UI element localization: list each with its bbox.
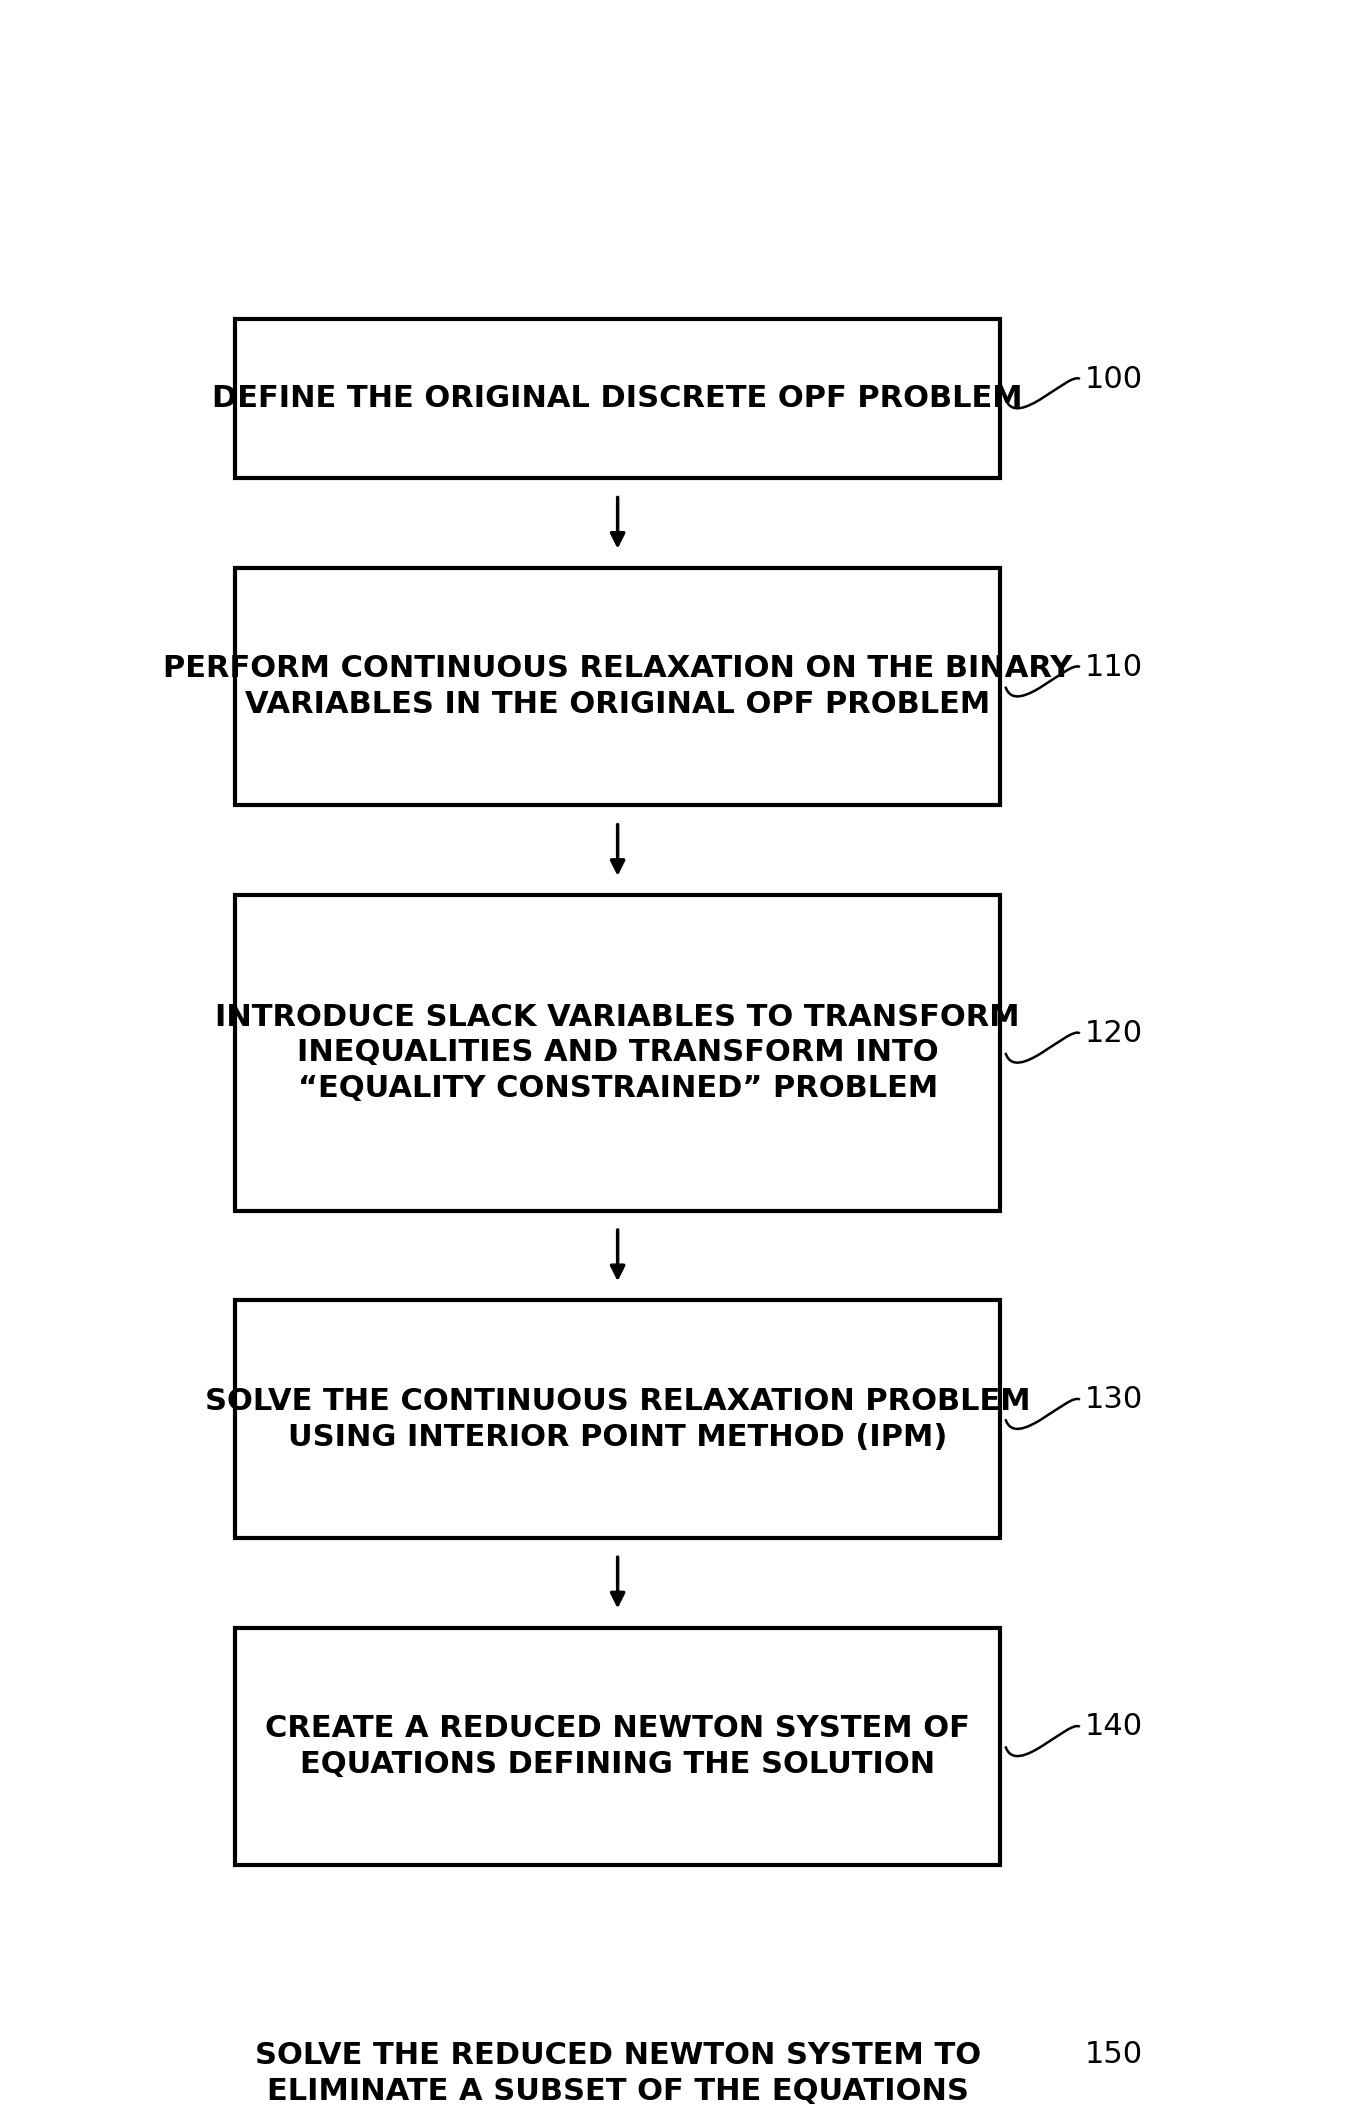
Text: SOLVE THE CONTINUOUS RELAXATION PROBLEM
USING INTERIOR POINT METHOD (IPM): SOLVE THE CONTINUOUS RELAXATION PROBLEM … xyxy=(204,1387,1031,1452)
Bar xyxy=(236,569,1001,805)
Text: 140: 140 xyxy=(1086,1712,1143,1742)
Text: CREATE A REDUCED NEWTON SYSTEM OF
EQUATIONS DEFINING THE SOLUTION: CREATE A REDUCED NEWTON SYSTEM OF EQUATI… xyxy=(265,1714,971,1778)
Text: 120: 120 xyxy=(1086,1019,1143,1049)
Text: SOLVE THE REDUCED NEWTON SYSTEM TO
ELIMINATE A SUBSET OF THE EQUATIONS: SOLVE THE REDUCED NEWTON SYSTEM TO ELIMI… xyxy=(255,2042,980,2106)
Text: DEFINE THE ORIGINAL DISCRETE OPF PROBLEM: DEFINE THE ORIGINAL DISCRETE OPF PROBLEM xyxy=(213,385,1023,412)
Text: 100: 100 xyxy=(1086,364,1143,393)
Bar xyxy=(236,1300,1001,1539)
Bar xyxy=(236,1628,1001,1865)
Bar xyxy=(236,319,1001,478)
Bar xyxy=(236,894,1001,1211)
Bar xyxy=(236,1955,1001,2114)
Text: INTRODUCE SLACK VARIABLES TO TRANSFORM
INEQUALITIES AND TRANSFORM INTO
“EQUALITY: INTRODUCE SLACK VARIABLES TO TRANSFORM I… xyxy=(215,1002,1020,1104)
Text: 110: 110 xyxy=(1086,653,1143,681)
Text: 150: 150 xyxy=(1086,2040,1143,2067)
Text: 130: 130 xyxy=(1086,1385,1143,1414)
Text: PERFORM CONTINUOUS RELAXATION ON THE BINARY
VARIABLES IN THE ORIGINAL OPF PROBLE: PERFORM CONTINUOUS RELAXATION ON THE BIN… xyxy=(163,653,1072,719)
